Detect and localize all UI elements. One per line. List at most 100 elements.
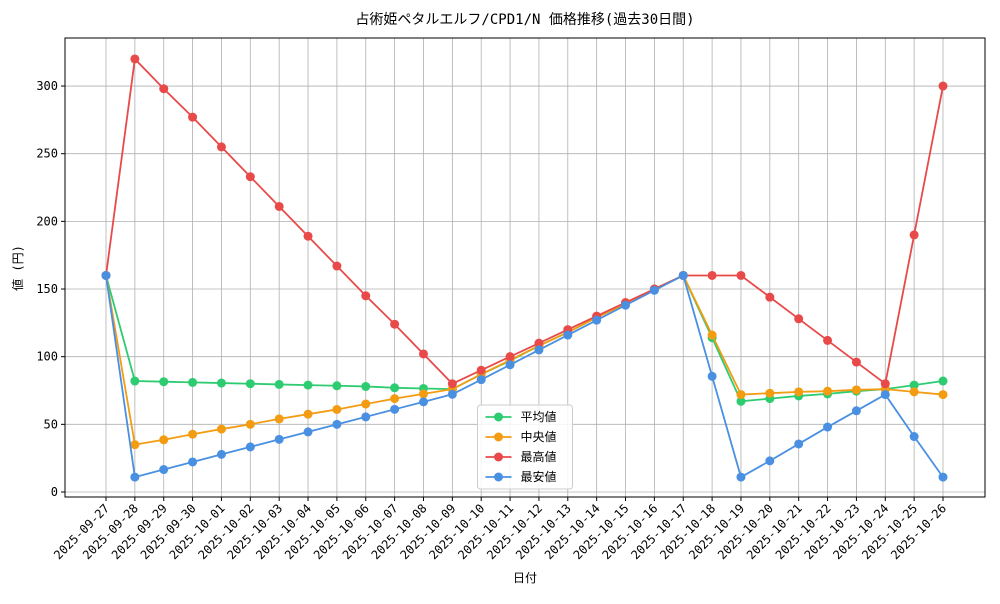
data-point — [390, 319, 400, 329]
data-point — [130, 472, 140, 482]
plot-frame — [64, 37, 986, 498]
legend-marker — [494, 452, 503, 462]
data-point — [159, 465, 169, 475]
data-point — [621, 300, 631, 310]
data-point — [303, 427, 313, 437]
data-point — [418, 389, 428, 399]
data-point — [563, 330, 573, 340]
series-line — [105, 274, 944, 446]
chart-title: 占術姫ペタルエルフ/CPD1/N 価格推移(過去30日間) — [355, 12, 694, 28]
data-point — [390, 394, 400, 404]
data-point — [707, 330, 717, 340]
data-point — [245, 442, 255, 452]
data-point — [159, 84, 169, 94]
y-tick-label: 300 — [36, 79, 58, 93]
data-point — [592, 315, 602, 325]
legend-marker — [494, 472, 503, 482]
data-point — [938, 376, 948, 386]
data-point — [361, 291, 371, 301]
data-point — [303, 231, 313, 241]
data-point — [332, 261, 342, 271]
data-point — [794, 314, 804, 324]
data-point — [390, 383, 400, 393]
data-point — [851, 357, 861, 367]
data-point — [159, 435, 169, 445]
data-point — [130, 440, 140, 450]
y-tick-label: 0 — [51, 485, 58, 499]
data-point — [534, 338, 544, 348]
x-axis-label: 日付 — [513, 571, 537, 585]
series-line — [105, 57, 944, 386]
data-point — [274, 379, 284, 389]
data-point — [909, 380, 919, 390]
data-point — [332, 419, 342, 429]
data-point — [938, 472, 948, 482]
legend-label: 最高値 — [521, 449, 557, 464]
data-point — [188, 457, 198, 467]
data-point — [765, 292, 775, 302]
legend-marker — [494, 432, 503, 442]
series-line — [105, 274, 944, 479]
data-point — [649, 285, 659, 295]
y-tick-label: 250 — [36, 147, 58, 161]
data-point — [794, 439, 804, 449]
data-point — [274, 434, 284, 444]
data-point — [736, 270, 746, 280]
data-point — [707, 371, 717, 381]
y-tick-label: 100 — [36, 350, 58, 364]
data-point — [880, 390, 890, 400]
legend-label: 中央値 — [521, 429, 557, 444]
data-point — [823, 422, 833, 432]
data-point — [361, 381, 371, 391]
data-point — [938, 390, 948, 400]
data-point — [765, 388, 775, 398]
data-point — [274, 414, 284, 424]
data-point — [361, 399, 371, 409]
data-point — [736, 472, 746, 482]
legend-label: 最安値 — [521, 469, 557, 484]
data-point — [188, 377, 198, 387]
data-point — [678, 270, 688, 280]
data-point — [534, 345, 544, 355]
data-point — [880, 379, 890, 389]
legend-label: 平均値 — [521, 409, 557, 424]
data-point — [332, 404, 342, 414]
y-tick-label: 50 — [44, 417, 58, 431]
data-point — [159, 377, 169, 387]
data-point — [476, 365, 486, 375]
data-point — [216, 449, 226, 459]
data-point — [101, 270, 111, 280]
data-point — [447, 379, 457, 389]
data-point — [216, 142, 226, 152]
data-point — [909, 230, 919, 240]
data-point — [332, 381, 342, 391]
data-point — [245, 419, 255, 429]
data-point — [418, 349, 428, 359]
data-point — [736, 396, 746, 406]
data-point — [938, 81, 948, 91]
data-point — [851, 385, 861, 395]
data-point — [823, 386, 833, 396]
data-point — [130, 54, 140, 64]
data-point — [216, 424, 226, 434]
data-point — [736, 390, 746, 400]
data-point — [505, 360, 515, 370]
data-point — [476, 375, 486, 385]
data-point — [909, 432, 919, 442]
data-point — [188, 429, 198, 439]
data-point — [274, 201, 284, 211]
legend-marker — [494, 412, 503, 422]
data-point — [823, 335, 833, 345]
data-point — [505, 352, 515, 362]
y-axis-label: 値 (円) — [10, 245, 25, 291]
data-point — [245, 379, 255, 389]
legend-box — [477, 404, 573, 490]
data-point — [303, 409, 313, 419]
y-tick-label: 150 — [36, 282, 58, 296]
data-point — [765, 456, 775, 466]
data-point — [361, 412, 371, 422]
data-point — [245, 172, 255, 182]
data-point — [303, 380, 313, 390]
